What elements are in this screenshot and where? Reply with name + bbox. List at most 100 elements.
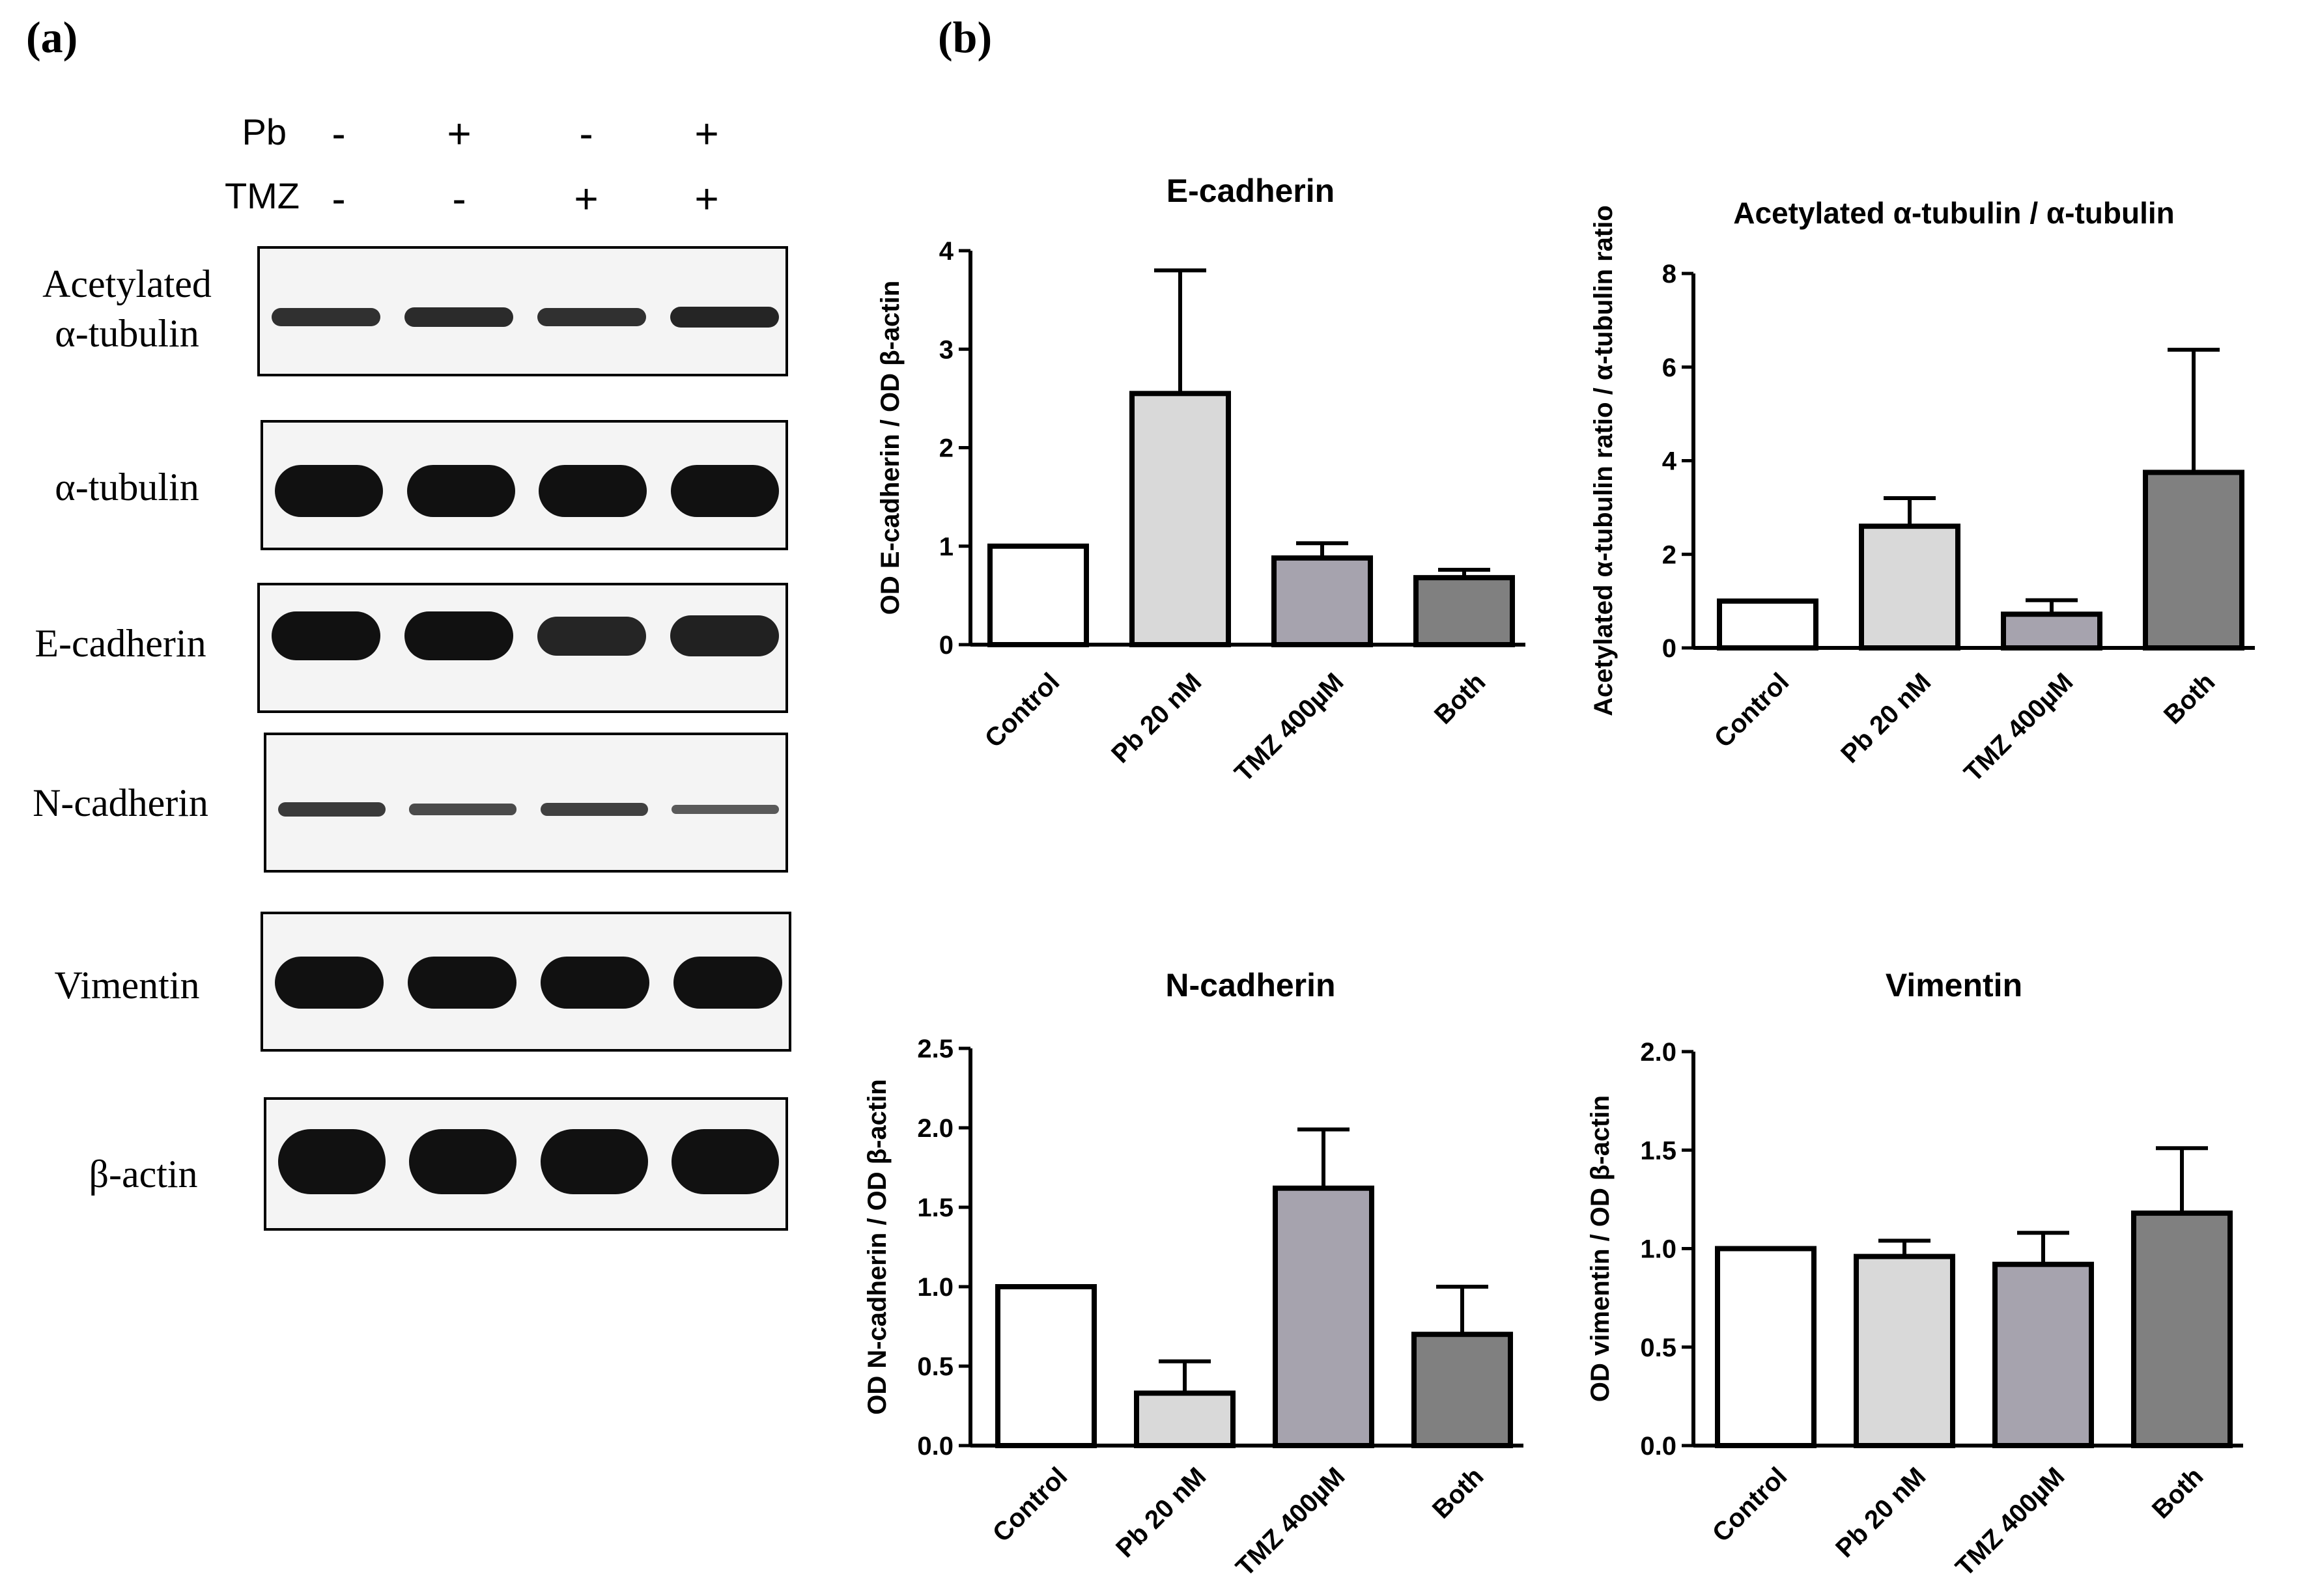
blot-band xyxy=(278,1129,386,1194)
x-tick-label: Both xyxy=(1427,1462,1490,1524)
y-axis-label: Acetylated α-tubulin ratio / α-tubulin r… xyxy=(1589,205,1618,716)
blot-band xyxy=(409,1129,517,1194)
y-tick-label: 0 xyxy=(939,631,954,660)
chart-title: Vimentin xyxy=(1886,967,2022,1003)
blot-band xyxy=(670,465,779,517)
blot-band xyxy=(404,307,514,327)
y-tick-label: 8 xyxy=(1662,260,1676,288)
x-tick-label: Both xyxy=(2147,1462,2209,1524)
x-tick-label: TMZ 400µM xyxy=(1959,667,2078,787)
y-tick-label: 2 xyxy=(1662,540,1676,569)
y-tick-label: 0.5 xyxy=(917,1352,954,1381)
y-tick-label: 2 xyxy=(939,434,954,463)
blot-band xyxy=(671,1129,779,1194)
blot-band xyxy=(673,957,782,1009)
bar xyxy=(1854,1253,1955,1448)
blot-panel-3 xyxy=(257,583,788,713)
y-tick-label: 1.5 xyxy=(917,1194,954,1222)
y-tick-label: 0.0 xyxy=(917,1432,954,1461)
bar xyxy=(2131,1211,2233,1449)
x-tick-label: Both xyxy=(1429,667,1492,730)
blot-label-acetylated-tubulin: Acetylated α-tubulin xyxy=(42,262,212,355)
y-axis-label: OD E-cadherin / OD β-actin xyxy=(876,281,905,615)
y-tick-label: 3 xyxy=(939,335,954,364)
bar xyxy=(1411,1332,1513,1448)
y-axis-label: OD vimentin / OD β-actin xyxy=(1586,1095,1615,1402)
y-axis-label: OD N-cadherin / OD β-actin xyxy=(863,1079,892,1415)
blot-panel-1 xyxy=(257,246,788,376)
x-tick-label: Control xyxy=(987,1462,1073,1548)
bar xyxy=(2143,469,2244,651)
x-tick-label: TMZ 400µM xyxy=(1229,667,1349,787)
y-tick-label: 0.5 xyxy=(1640,1334,1676,1362)
chart-title: E-cadherin xyxy=(1167,173,1335,209)
x-tick-label: Pb 20 nM xyxy=(1110,1462,1211,1563)
pb-sign-lane-3: - xyxy=(579,110,593,157)
blot-label-vimentin: Vimentin xyxy=(54,964,200,1007)
panel-b-label: (b) xyxy=(938,12,993,62)
blot-label-beta-actin: β-actin xyxy=(89,1153,198,1196)
bar xyxy=(1715,1246,1817,1448)
tmz-sign-lane-3: + xyxy=(574,175,599,222)
tmz-sign-lane-2: - xyxy=(452,175,466,222)
x-tick-label: Control xyxy=(980,667,1066,753)
tmz-sign-lane-1: - xyxy=(332,175,346,222)
blot-band xyxy=(671,805,779,814)
blot-panel-4 xyxy=(264,733,788,873)
y-tick-label: 2.0 xyxy=(917,1114,954,1143)
y-tick-label: 6 xyxy=(1662,354,1676,382)
pb-sign-lane-4: + xyxy=(694,110,719,157)
bar xyxy=(1273,1185,1374,1448)
bar xyxy=(995,1284,1097,1448)
x-tick-label: TMZ 400µM xyxy=(1230,1462,1350,1582)
x-tick-label: Pb 20 nM xyxy=(1830,1462,1931,1563)
y-tick-label: 1 xyxy=(939,533,954,561)
bar xyxy=(1413,575,1515,648)
bar xyxy=(987,543,1089,647)
x-tick-label: Pb 20 nM xyxy=(1835,667,1936,768)
blot-band xyxy=(272,611,381,660)
bar xyxy=(1271,555,1373,648)
y-tick-label: 1.0 xyxy=(917,1273,954,1302)
bar xyxy=(2001,611,2102,651)
x-tick-label: TMZ 400µM xyxy=(1950,1462,2070,1582)
x-tick-label: Both xyxy=(2158,667,2221,730)
tmz-sign-lane-4: + xyxy=(694,175,719,222)
bar xyxy=(1129,391,1231,647)
blot-band xyxy=(278,802,386,817)
y-tick-label: 4 xyxy=(1662,447,1677,476)
y-tick-label: 2.0 xyxy=(1640,1038,1676,1067)
blot-panel-6 xyxy=(264,1097,788,1231)
blot-label-alpha-tubulin: α-tubulin xyxy=(55,466,199,509)
bar xyxy=(1992,1261,2094,1448)
y-tick-label: 1.0 xyxy=(1640,1235,1676,1264)
blot-band xyxy=(272,308,381,326)
blot-panel-5 xyxy=(261,912,791,1052)
blot-band xyxy=(670,307,779,328)
blot-band xyxy=(406,465,515,517)
y-tick-label: 1.5 xyxy=(1640,1136,1676,1165)
pb-sign-lane-2: + xyxy=(447,110,472,157)
x-tick-label: Control xyxy=(1709,667,1795,753)
blot-band xyxy=(540,1129,648,1194)
panel-a-label: (a) xyxy=(26,12,78,62)
x-tick-label: Control xyxy=(1707,1462,1793,1548)
blot-band xyxy=(537,616,646,656)
tmz-treatment-label: TMZ xyxy=(224,175,300,216)
blot-band xyxy=(540,957,649,1009)
bar xyxy=(1859,524,1960,651)
blot-band xyxy=(404,611,514,660)
chart-title: N-cadherin xyxy=(1165,967,1335,1003)
blot-band xyxy=(409,804,517,815)
bar xyxy=(1717,598,1818,651)
blot-band xyxy=(275,465,384,517)
chart-title: Acetylated α-tubulin / α-tubulin xyxy=(1733,196,2175,230)
pb-sign-lane-1: - xyxy=(332,110,346,157)
y-tick-label: 2.5 xyxy=(917,1035,954,1063)
blot-band xyxy=(540,802,648,817)
y-tick-label: 0 xyxy=(1662,634,1676,663)
blot-label-n-cadherin: N-cadherin xyxy=(33,781,208,824)
blot-panel-2 xyxy=(261,420,788,550)
